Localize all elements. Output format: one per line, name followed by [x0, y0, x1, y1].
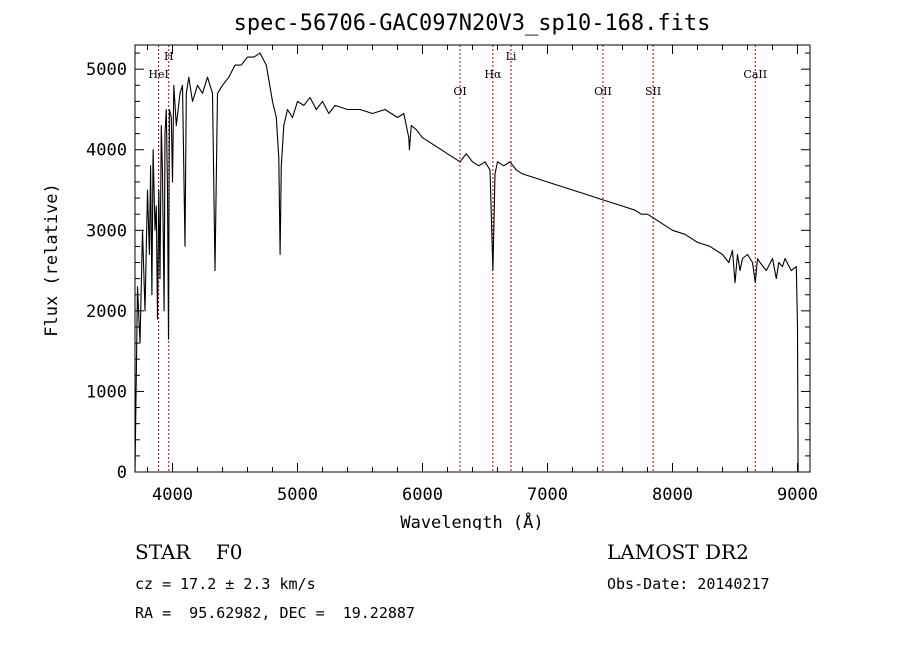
x-tick-label: 7000 [527, 485, 568, 505]
plot-frame [134, 44, 811, 473]
spectrum-line [134, 52, 799, 473]
y-tick-label: 3000 [86, 221, 127, 241]
object-class: STAR F0 [135, 540, 243, 564]
spectral-line-label: HeI [148, 68, 168, 81]
chart-title: spec-56706-GAC097N20V3_sp10-168.fits [234, 11, 711, 36]
x-tick-label: 9000 [777, 485, 818, 505]
subclass-label: F0 [215, 540, 243, 564]
y-tick-label: 5000 [86, 60, 127, 80]
redshift-readout: cz = 17.2 ± 2.3 km/s [135, 575, 316, 593]
obs-date-readout: Obs-Date: 20140217 [607, 575, 770, 593]
y-tick-label: 4000 [86, 141, 127, 161]
spectral-line-label: Li [506, 50, 517, 63]
y-tick-label: 2000 [86, 302, 127, 322]
survey-label: LAMOST DR2 [607, 540, 749, 564]
x-tick-label: 4000 [152, 485, 193, 505]
spectral-line-label: Hα [484, 68, 502, 81]
spectral-line-label: OI [453, 85, 466, 98]
x-axis-label: Wavelength (Å) [400, 511, 543, 530]
y-axis-label: Flux (relative) [42, 183, 62, 337]
spectrum-chart: spec-56706-GAC097N20V3_sp10-168.fits HeI… [42, 11, 818, 530]
spectral-line-label: H [164, 50, 174, 63]
spectral-line-label: CaII [743, 68, 767, 81]
x-tick-label: 5000 [277, 485, 318, 505]
spectral-line-label: OII [594, 85, 612, 98]
coordinates-readout: RA = 95.62982, DEC = 19.22887 [135, 604, 415, 622]
y-tick-label: 0 [117, 463, 127, 483]
spectral-line-label: SII [645, 85, 661, 98]
y-tick-label: 1000 [86, 382, 127, 402]
object-class-label: STAR [135, 540, 191, 564]
x-tick-label: 6000 [402, 485, 443, 505]
x-tick-label: 8000 [652, 485, 693, 505]
